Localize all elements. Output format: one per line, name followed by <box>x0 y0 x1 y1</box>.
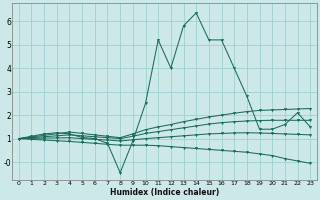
X-axis label: Humidex (Indice chaleur): Humidex (Indice chaleur) <box>110 188 219 197</box>
